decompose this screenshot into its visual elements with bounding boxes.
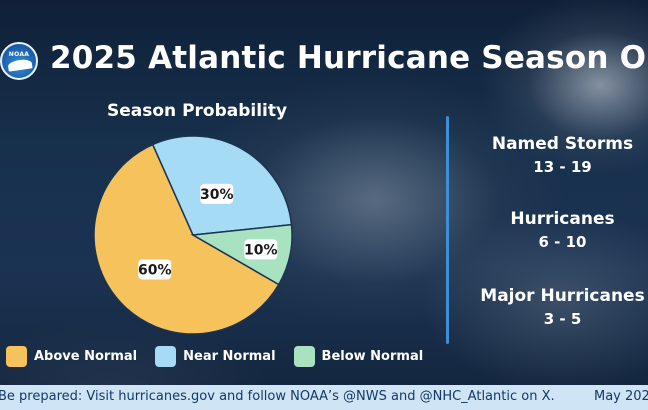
legend-item-below-normal: Below Normal [293, 346, 424, 367]
stat-major-hurricanes: Major Hurricanes 3 - 5 [455, 286, 648, 328]
legend-swatch-near-normal [155, 346, 177, 367]
stat-label: Major Hurricanes [480, 286, 645, 306]
legend-label: Above Normal [34, 349, 138, 364]
pie-slice-above-normal [93, 143, 280, 335]
pie-data-label: 60% [138, 259, 172, 280]
stat-hurricanes: Hurricanes 6 - 10 [455, 209, 648, 251]
footer-bar: Be prepared: Visit hurricanes.gov and fo… [0, 385, 648, 410]
logo-text: NOAA [8, 51, 30, 58]
legend-label: Below Normal [321, 349, 424, 364]
stat-named-storms: Named Storms 13 - 19 [455, 134, 648, 176]
legend-label: Near Normal [183, 349, 276, 364]
data-label-text: 10% [244, 242, 278, 258]
stat-label: Hurricanes [510, 209, 615, 229]
chart-title: Season Probability [107, 101, 288, 121]
legend-item-above-normal: Above Normal [6, 346, 137, 367]
footer-message: Be prepared: Visit hurricanes.gov and fo… [0, 389, 555, 404]
data-label-text: 60% [138, 262, 172, 278]
data-label-box [138, 259, 172, 280]
legend-swatch-above-normal [6, 346, 27, 367]
page-title: 2025 Atlantic Hurricane Season Outlook [50, 40, 648, 76]
stat-label: Named Storms [491, 134, 634, 154]
stat-value: 3 - 5 [543, 310, 582, 328]
pie-data-label: 30% [200, 183, 234, 204]
footer-date: May 2025 [594, 389, 648, 404]
noaa-logo: NOAA [0, 42, 38, 80]
chart-legend: Above Normal Near Normal Below Normal [6, 346, 441, 367]
data-label-box [244, 239, 278, 260]
legend-item-near-normal: Near Normal [155, 346, 276, 367]
legend-swatch-below-normal [293, 346, 315, 367]
pie-data-label: 10% [244, 239, 278, 260]
data-label-text: 30% [200, 187, 234, 203]
stat-value: 6 - 10 [538, 233, 587, 251]
data-label-box [200, 183, 234, 204]
divider [446, 116, 449, 344]
stat-value: 13 - 19 [533, 158, 592, 176]
